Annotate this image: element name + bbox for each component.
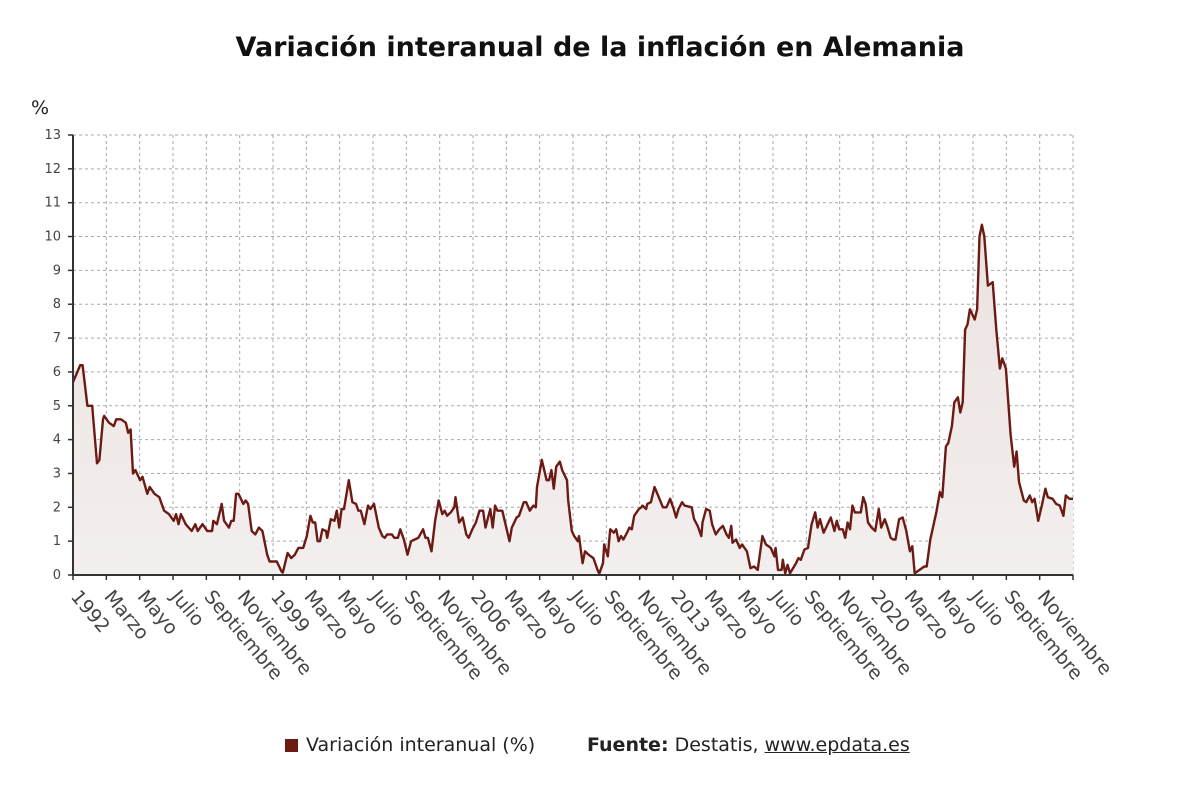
y-tick-label: 11 [44,196,61,211]
y-axis-label: % [31,97,49,119]
series-area [73,224,1073,575]
source-text: Destatis, [674,734,765,756]
y-tick-label: 13 [44,128,61,143]
source-link[interactable]: www.epdata.es [764,734,910,756]
y-tick-label: 3 [53,466,61,481]
y-tick-label: 5 [53,399,61,414]
legend-label: Variación interanual (%) [306,734,536,756]
y-tick-label: 9 [53,263,61,278]
legend-swatch [285,738,298,752]
y-tick-label: 2 [53,500,61,515]
legend: Variación interanual (%) [285,734,535,756]
y-tick-label: 12 [44,162,61,177]
y-tick-label: 4 [53,433,61,448]
chart-title: Variación interanual de la inflación en … [235,32,965,63]
series-line [71,223,1073,575]
source-note: Fuente: Destatis, www.epdata.es [587,734,910,756]
source-label: Fuente: [587,734,669,756]
y-tick-label: 7 [53,331,61,346]
y-tick-label: 1 [53,534,61,549]
y-tick-label: 0 [53,568,61,583]
y-tick-label: 8 [53,297,61,312]
y-tick-label: 10 [44,230,61,245]
y-tick-label: 6 [53,365,61,380]
